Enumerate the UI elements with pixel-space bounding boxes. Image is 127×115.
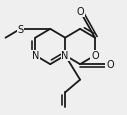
Text: O: O [106, 60, 114, 70]
Text: S: S [17, 25, 23, 34]
Text: O: O [76, 7, 84, 17]
Text: O: O [91, 51, 99, 61]
Text: N: N [61, 51, 69, 61]
Text: N: N [32, 51, 39, 61]
